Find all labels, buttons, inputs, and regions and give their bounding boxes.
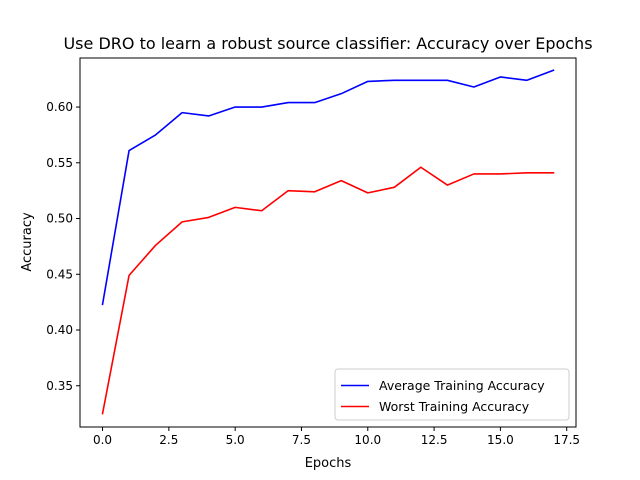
legend-box — [334, 368, 570, 421]
y-tick-label: 0.45 — [46, 267, 73, 281]
legend-label-worst: Worst Training Accuracy — [379, 399, 530, 414]
y-tick-label: 0.60 — [46, 100, 73, 114]
plot-area — [79, 57, 577, 428]
series-layer — [101, 69, 555, 415]
y-axis-label: Accuracy — [20, 212, 35, 272]
y-tick-label: 0.55 — [46, 156, 73, 170]
x-tick-label: 2.5 — [159, 433, 178, 447]
plot-frame — [79, 57, 577, 428]
legend-label-average: Average Training Accuracy — [379, 378, 545, 393]
x-tick-label: 5.0 — [226, 433, 245, 447]
chart-title: Use DRO to learn a robust source classif… — [63, 34, 592, 53]
x-tick-label: 17.5 — [553, 433, 580, 447]
y-tick-label: 0.40 — [46, 323, 73, 337]
x-tick-label: 12.5 — [421, 433, 448, 447]
x-tick-label: 10.0 — [354, 433, 381, 447]
y-axis: 0.35 0.40 0.45 0.50 0.55 0.60 — [46, 100, 80, 393]
y-tick-label: 0.50 — [46, 212, 73, 226]
x-axis: 0.0 2.5 5.0 7.5 10.0 12.5 15.0 17.5 — [93, 427, 580, 447]
x-tick-label: 0.0 — [93, 433, 112, 447]
series-line-worst — [101, 166, 555, 415]
x-axis-label: Epochs — [305, 456, 352, 471]
series-line-average — [101, 69, 555, 306]
x-tick-label: 15.0 — [487, 433, 514, 447]
legend: Average Training Accuracy Worst Training… — [334, 368, 570, 421]
y-tick-label: 0.35 — [46, 379, 73, 393]
x-tick-label: 7.5 — [292, 433, 311, 447]
